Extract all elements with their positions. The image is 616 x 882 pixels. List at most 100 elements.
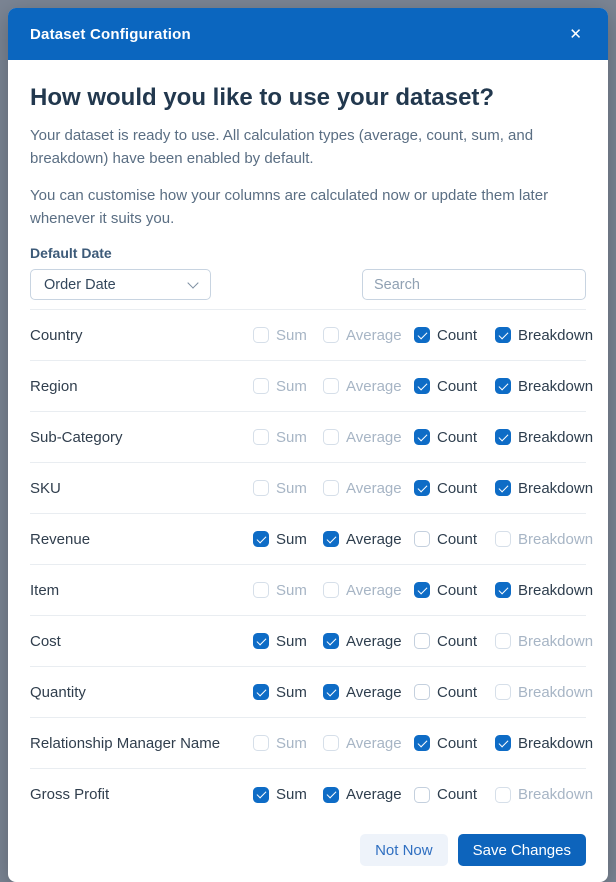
option-cell: Count (414, 531, 495, 548)
count-checkbox[interactable] (414, 786, 430, 803)
table-row: Region Sum Average Count Breakdown (30, 361, 593, 412)
option-cell: Count (414, 633, 495, 650)
option-cell: Sum (253, 786, 323, 803)
dataset-configuration-dialog: Dataset Configuration ✕ How would you li… (8, 8, 608, 882)
option-cell: Breakdown (495, 735, 593, 752)
breakdown-checkbox[interactable] (495, 480, 511, 496)
checkbox-label: Breakdown (518, 683, 594, 701)
count-checkbox[interactable] (414, 633, 430, 649)
checkbox-label: Average (346, 377, 402, 395)
sum-checkbox[interactable] (253, 531, 269, 547)
sum-checkbox[interactable] (253, 684, 269, 700)
sum-checkbox (253, 378, 269, 394)
breakdown-checkbox[interactable] (495, 582, 511, 598)
count-checkbox[interactable] (414, 735, 430, 751)
column-label: Region (30, 377, 78, 395)
column-label: Sub-Category (30, 428, 123, 446)
not-now-button[interactable]: Not Now (360, 834, 448, 866)
checkbox-label: Sum (276, 683, 307, 701)
page-title: How would you like to use your dataset? (30, 84, 495, 111)
average-checkbox (323, 429, 339, 445)
table-row: Quantity Sum Average Count Breakdown (30, 667, 593, 718)
average-checkbox[interactable] (323, 684, 339, 700)
breakdown-checkbox[interactable] (495, 327, 511, 343)
sum-checkbox (253, 582, 269, 598)
option-cell: Sum (253, 480, 323, 497)
checkbox-label: Average (346, 786, 402, 803)
checkbox-label: Breakdown (518, 581, 594, 599)
checkbox-label: Breakdown (518, 632, 594, 650)
dialog-header: Dataset Configuration ✕ (8, 8, 608, 60)
count-checkbox[interactable] (414, 684, 430, 700)
option-cell: Count (414, 684, 495, 701)
column-label: Cost (30, 632, 61, 650)
sum-checkbox (253, 429, 269, 445)
breakdown-checkbox (495, 531, 511, 547)
average-checkbox (323, 378, 339, 394)
table-row: Revenue Sum Average Count Breakdown (30, 514, 593, 565)
option-cell: Count (414, 378, 495, 395)
checkbox-label: Breakdown (518, 530, 594, 548)
checkbox-label: Sum (276, 786, 307, 803)
column-label: Item (30, 581, 60, 599)
option-cell: Average (323, 327, 414, 344)
average-checkbox[interactable] (323, 633, 339, 649)
sum-checkbox (253, 480, 269, 496)
checkbox-label: Sum (276, 581, 307, 599)
checkbox-label: Breakdown (518, 734, 594, 752)
count-checkbox[interactable] (414, 429, 430, 445)
default-date-select[interactable]: Order Date (30, 269, 211, 300)
average-checkbox[interactable] (323, 786, 339, 803)
table-row: Item Sum Average Count Breakdown (30, 565, 593, 616)
count-checkbox[interactable] (414, 480, 430, 496)
count-checkbox[interactable] (414, 582, 430, 598)
option-cell: Sum (253, 582, 323, 599)
sum-checkbox[interactable] (253, 633, 269, 649)
sum-checkbox (253, 327, 269, 343)
option-cell: Average (323, 531, 414, 548)
option-cell: Sum (253, 633, 323, 650)
option-cell: Breakdown (495, 531, 593, 548)
chevron-down-icon (187, 276, 199, 289)
average-checkbox (323, 582, 339, 598)
table-row: Country Sum Average Count Breakdown (30, 310, 593, 361)
table-row: Cost Sum Average Count Breakdown (30, 616, 593, 667)
intro-paragraph-2: You can customise how your columns are c… (30, 187, 549, 227)
checkbox-label: Sum (276, 428, 307, 446)
breakdown-checkbox[interactable] (495, 378, 511, 394)
option-cell: Count (414, 429, 495, 446)
option-cell: Sum (253, 531, 323, 548)
checkbox-label: Average (346, 683, 402, 701)
checkbox-label: Count (437, 683, 478, 701)
checkbox-label: Average (346, 479, 402, 497)
search-input[interactable] (362, 269, 586, 300)
breakdown-checkbox (495, 684, 511, 700)
checkbox-label: Sum (276, 326, 307, 344)
save-changes-button[interactable]: Save Changes (457, 834, 586, 866)
table-row: Sub-Category Sum Average Count Breakdown (30, 412, 593, 463)
average-checkbox[interactable] (323, 531, 339, 547)
breakdown-checkbox[interactable] (495, 429, 511, 445)
option-cell: Average (323, 633, 414, 650)
close-icon[interactable]: ✕ (565, 23, 586, 46)
checkbox-label: Average (346, 581, 402, 599)
checkbox-label: Count (437, 786, 478, 803)
checkbox-label: Sum (276, 530, 307, 548)
count-checkbox[interactable] (414, 531, 430, 547)
average-checkbox (323, 735, 339, 751)
count-checkbox[interactable] (414, 378, 430, 394)
breakdown-checkbox[interactable] (495, 735, 511, 751)
dialog-title: Dataset Configuration (30, 25, 191, 43)
sum-checkbox (253, 735, 269, 751)
option-cell: Average (323, 786, 414, 803)
column-rows: Country Sum Average Count Breakdown Regi… (30, 309, 593, 820)
checkbox-label: Sum (276, 479, 307, 497)
checkbox-label: Count (437, 377, 478, 395)
sum-checkbox[interactable] (253, 786, 269, 803)
checkbox-label: Average (346, 734, 402, 752)
option-cell: Average (323, 429, 414, 446)
default-date-label: Default Date (30, 245, 112, 261)
count-checkbox[interactable] (414, 327, 430, 343)
checkbox-label: Sum (276, 734, 307, 752)
option-cell: Breakdown (495, 429, 593, 446)
